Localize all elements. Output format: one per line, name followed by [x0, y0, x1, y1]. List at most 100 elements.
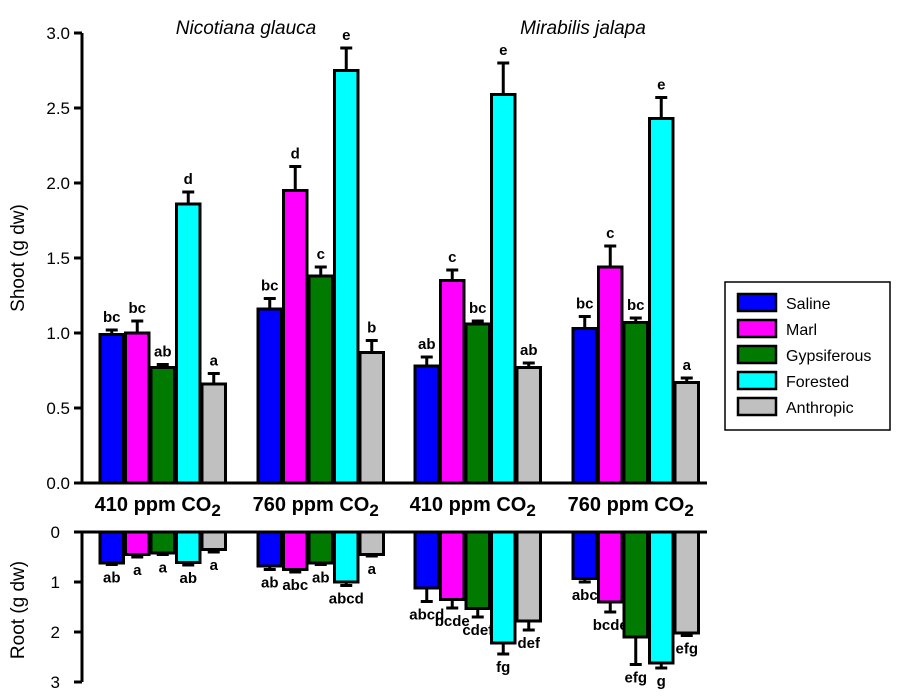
y-tick-label: 2: [51, 623, 60, 642]
significance-letter: ab: [418, 336, 436, 353]
species-title: Mirabilis jalapa: [520, 18, 646, 39]
significance-letter: abcd: [329, 591, 364, 608]
y-tick-label: 0: [51, 523, 60, 542]
x-category-label: 760 ppm CO2: [253, 494, 379, 520]
significance-letter: bcde: [593, 617, 628, 634]
bar-gypsiferous: [622, 321, 649, 485]
y-tick-label: 1.5: [46, 249, 70, 268]
bar-gypsiferous: [464, 530, 491, 610]
y-tick-label: 0.0: [46, 474, 70, 493]
legend-swatch-gypsiferous: [736, 344, 778, 365]
significance-letter: fg: [496, 659, 510, 676]
bar-saline: [98, 530, 125, 565]
significance-letter: abcd: [409, 607, 444, 624]
significance-letter: abc: [282, 577, 308, 594]
bar-marl: [597, 530, 624, 604]
bar-saline: [256, 530, 283, 568]
y-tick-label: 0.5: [46, 399, 70, 418]
significance-letter: d: [291, 146, 300, 163]
bar-marl: [124, 331, 151, 485]
legend-label: Forested: [786, 374, 849, 391]
y-tick-label: 2.5: [46, 99, 70, 118]
significance-letter: a: [159, 560, 168, 577]
legend-label: Marl: [786, 322, 817, 339]
bar-marl: [439, 279, 466, 485]
legend-label: Saline: [786, 296, 831, 313]
significance-letter: ab: [179, 570, 197, 587]
bar-anthropic: [358, 530, 385, 556]
legend-swatch-forested: [736, 370, 778, 391]
significance-letter: a: [683, 357, 692, 374]
significance-letter: c: [317, 246, 325, 263]
x-category-label: 760 ppm CO2: [568, 494, 694, 520]
bar-forested: [490, 530, 517, 645]
significance-letter: e: [499, 42, 507, 59]
bar-forested: [648, 530, 675, 665]
significance-letter: bcde: [435, 613, 470, 630]
bar-marl: [597, 265, 624, 485]
significance-letter: bc: [469, 300, 487, 317]
bar-anthropic: [673, 530, 700, 635]
significance-letter: d: [184, 171, 193, 188]
bar-marl: [282, 530, 309, 571]
y-axis-label-root: Root (g dw): [8, 561, 29, 659]
bar-saline: [256, 307, 283, 485]
bar-saline: [571, 530, 598, 580]
y-tick-label: 1: [51, 573, 60, 592]
significance-letter: a: [368, 561, 377, 578]
significance-letter: a: [210, 353, 219, 370]
significance-letter: c: [448, 249, 456, 266]
bar-gypsiferous: [307, 274, 334, 485]
bar-anthropic: [515, 530, 542, 623]
significance-letter: b: [367, 320, 376, 337]
bar-anthropic: [673, 381, 700, 485]
significance-letter: bc: [576, 296, 594, 313]
significance-letter: ab: [103, 570, 121, 587]
bar-anthropic: [200, 530, 227, 551]
bar-forested: [490, 93, 517, 485]
y-tick-label: 3.0: [46, 24, 70, 43]
significance-letter: ab: [154, 344, 172, 361]
bar-forested: [175, 530, 202, 564]
bar-gypsiferous: [307, 530, 334, 565]
y-axis-label-shoot: Shoot (g dw): [8, 204, 29, 312]
bar-anthropic: [515, 366, 542, 485]
bar-forested: [333, 69, 360, 485]
bar-forested: [333, 530, 360, 584]
legend-swatch-anthropic: [736, 396, 778, 417]
bar-gypsiferous: [464, 322, 491, 485]
significance-letter: bc: [128, 300, 146, 317]
bar-saline: [413, 530, 440, 590]
significance-letter: ab: [520, 342, 538, 359]
bar-marl: [282, 189, 309, 485]
bar-saline: [98, 333, 125, 485]
species-title: Nicotiana glauca: [176, 18, 316, 39]
legend-swatch-saline: [736, 292, 778, 313]
legend-label: Anthropic: [786, 400, 854, 417]
x-category-label: 410 ppm CO2: [95, 494, 221, 520]
significance-letter: bc: [627, 297, 645, 314]
significance-letter: bc: [261, 278, 279, 295]
bar-saline: [413, 364, 440, 485]
y-tick-label: 2.0: [46, 174, 70, 193]
legend-label: Gypsiferous: [786, 348, 871, 365]
significance-letter: e: [342, 27, 350, 44]
significance-letter: ab: [312, 570, 330, 587]
bar-anthropic: [200, 382, 227, 485]
significance-letter: c: [606, 225, 614, 242]
bar-anthropic: [358, 351, 385, 485]
bar-gypsiferous: [149, 530, 176, 555]
significance-letter: def: [518, 635, 542, 652]
bar-marl: [124, 530, 151, 556]
bar-gypsiferous: [622, 530, 649, 639]
bar-marl: [439, 530, 466, 601]
significance-letter: efg: [625, 670, 648, 687]
significance-letter: bc: [103, 309, 121, 326]
y-tick-label: 3: [51, 673, 60, 692]
bar-gypsiferous: [149, 366, 176, 485]
significance-letter: a: [133, 562, 142, 579]
bar-forested: [648, 117, 675, 485]
legend-swatch-marl: [736, 318, 778, 339]
significance-letter: efg: [676, 641, 699, 658]
